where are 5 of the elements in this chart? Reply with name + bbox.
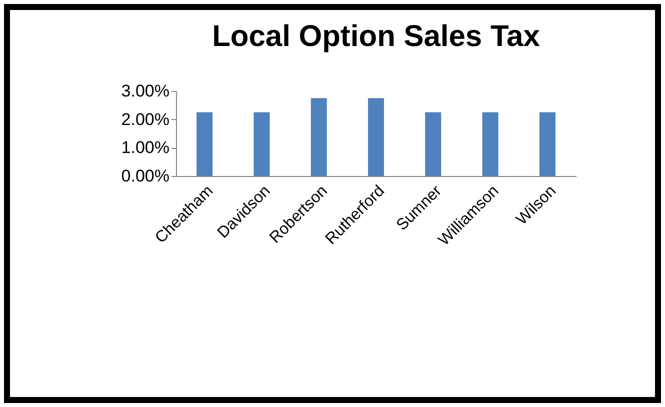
y-tick-label: 1.00% (121, 138, 170, 158)
y-tick-label: 0.00% (121, 166, 170, 186)
chart-title: Local Option Sales Tax (212, 20, 540, 53)
y-tick-label: 3.00% (121, 82, 170, 100)
y-tick-label: 2.00% (121, 110, 170, 129)
